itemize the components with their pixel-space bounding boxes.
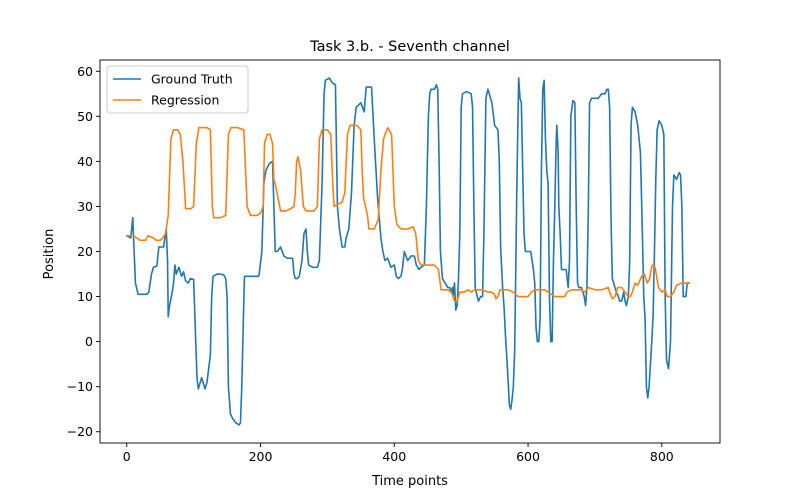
series-group xyxy=(125,77,691,426)
x-tick-label: 400 xyxy=(382,449,406,464)
legend: Ground Truth Regression xyxy=(106,65,249,114)
y-tick-label: 50 xyxy=(77,109,93,124)
y-tick-label: 20 xyxy=(77,244,93,259)
y-tick-label: 60 xyxy=(77,64,93,79)
legend-label-ground-truth: Ground Truth xyxy=(151,72,233,87)
series-line-ground-truth xyxy=(125,77,691,426)
y-tick-label: 0 xyxy=(85,334,93,349)
x-tick-label: 600 xyxy=(516,449,540,464)
legend-box xyxy=(106,65,249,114)
x-axis-label: Time points xyxy=(371,474,448,489)
x-tick-label: 800 xyxy=(650,449,674,464)
y-axis-label: Position xyxy=(42,229,57,280)
y-tick-label: 10 xyxy=(77,289,93,304)
x-tick-label: 0 xyxy=(123,449,131,464)
plot-area: 0 200 400 600 800 −20 −10 0 10 20 30 40 50 60 Ground T… xyxy=(67,59,721,464)
series-line-regression xyxy=(125,124,691,302)
chart-title: Task 3.b. - Seventh channel xyxy=(309,39,510,55)
y-tick-label: 30 xyxy=(77,199,93,214)
x-tick-label: 200 xyxy=(249,449,273,464)
y-tick-label: 40 xyxy=(77,154,93,169)
y-tick-label: −10 xyxy=(67,379,93,394)
y-tick-label: −20 xyxy=(67,424,93,439)
legend-label-regression: Regression xyxy=(151,93,219,108)
